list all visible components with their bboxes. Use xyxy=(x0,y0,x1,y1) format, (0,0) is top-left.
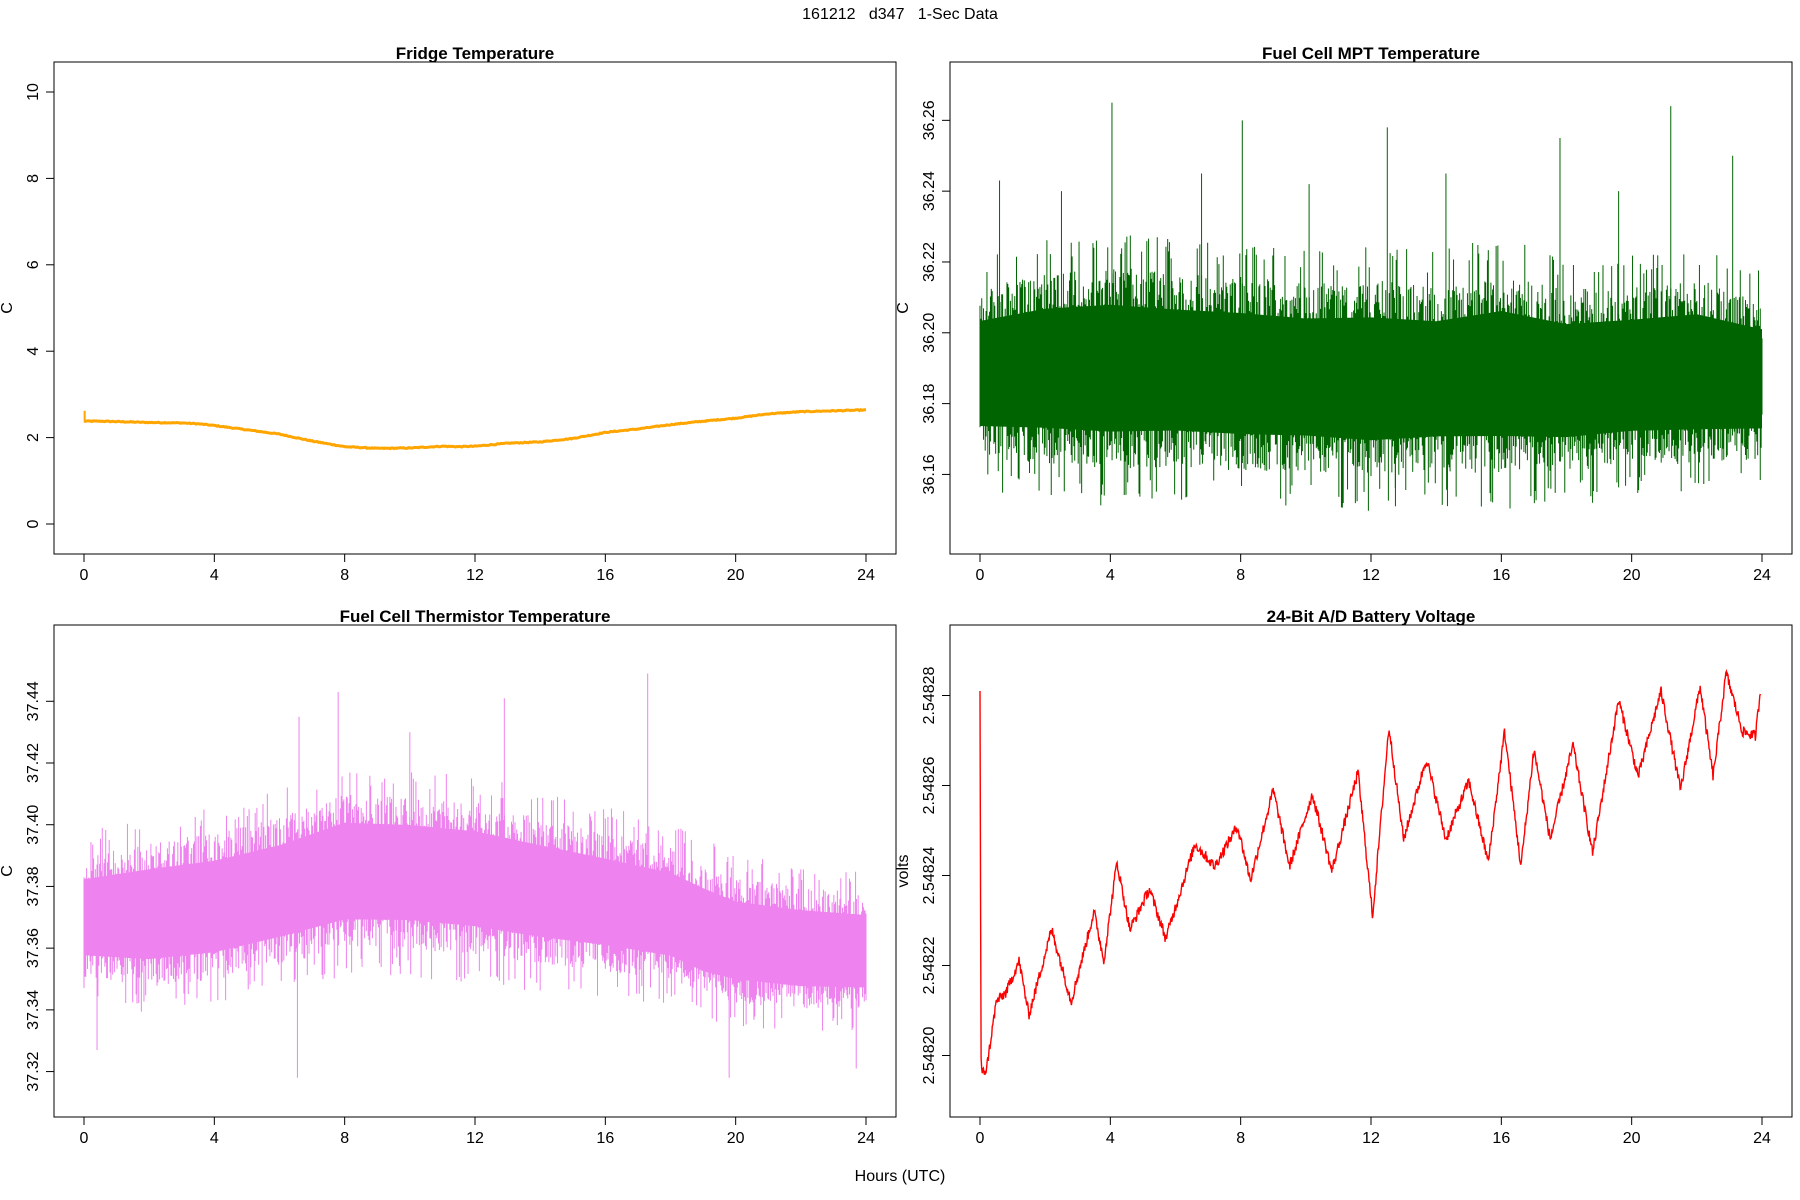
series-line xyxy=(83,407,867,451)
x-tick-label: 20 xyxy=(1623,567,1641,584)
x-tick-label: 20 xyxy=(727,567,745,584)
x-tick-label: 0 xyxy=(976,567,985,584)
y-tick-label: 37.36 xyxy=(25,928,42,968)
x-tick-label: 16 xyxy=(596,567,614,584)
x-tick-label: 20 xyxy=(727,1130,745,1147)
y-tick-label: 36.16 xyxy=(921,454,938,494)
x-tick-label: 12 xyxy=(466,567,484,584)
x-tick-label: 4 xyxy=(1106,567,1115,584)
x-tick-label: 4 xyxy=(210,567,219,584)
y-tick-label: 4 xyxy=(25,347,42,356)
y-tick-label: 2.54828 xyxy=(921,666,938,724)
y-tick-label: 37.40 xyxy=(25,805,42,845)
x-tick-label: 0 xyxy=(976,1130,985,1147)
y-axis-label: C xyxy=(0,302,16,314)
y-tick-label: 10 xyxy=(25,83,42,101)
y-tick-label: 37.44 xyxy=(25,681,42,721)
y-tick-label: 2 xyxy=(25,433,42,442)
chart-panel-2: Fuel Cell MPT Temperature C 0 4 8 12 16 20 24 36.… xyxy=(895,44,1793,584)
y-tick-label: 36.26 xyxy=(921,100,938,140)
y-tick-label: 2.54824 xyxy=(921,846,938,904)
y-tick-label: 36.22 xyxy=(921,242,938,282)
y-tick-label: 36.20 xyxy=(921,313,938,353)
x-tick-label: 8 xyxy=(1236,567,1245,584)
series-line xyxy=(979,668,1762,1076)
y-axis-label: C xyxy=(0,865,16,877)
x-tick-label: 8 xyxy=(340,567,349,584)
chart-title: 24-Bit A/D Battery Voltage xyxy=(1267,607,1476,626)
y-tick-label: 2.54820 xyxy=(921,1026,938,1084)
plot-frame xyxy=(949,624,1793,1118)
x-tick-label: 16 xyxy=(596,1130,614,1147)
y-tick-label: 37.42 xyxy=(25,743,42,783)
x-tick-label: 24 xyxy=(857,1130,875,1147)
x-axis-label: Hours (UTC) xyxy=(854,1168,946,1185)
y-tick-label: 2.54826 xyxy=(921,756,938,814)
x-tick-label: 16 xyxy=(1492,1130,1510,1147)
chart-title: Fuel Cell MPT Temperature xyxy=(1262,44,1480,63)
x-tick-label: 20 xyxy=(1623,1130,1641,1147)
x-tick-label: 4 xyxy=(1106,1130,1115,1147)
y-tick-label: 37.32 xyxy=(25,1051,42,1091)
chart-panel-3: Fuel Cell Thermistor Temperature C 0 4 8 12 16… xyxy=(0,607,897,1147)
x-tick-label: 12 xyxy=(1362,567,1380,584)
y-tick-label: 37.34 xyxy=(25,990,42,1030)
x-tick-label: 8 xyxy=(340,1130,349,1147)
x-tick-label: 0 xyxy=(80,567,89,584)
y-tick-label: 36.24 xyxy=(921,171,938,211)
chart-panel-4: 24-Bit A/D Battery Voltage volts 0 4 8 12 16 20… xyxy=(895,607,1793,1147)
x-tick-label: 4 xyxy=(210,1130,219,1147)
series-core xyxy=(980,304,1762,441)
x-tick-label: 24 xyxy=(1753,567,1771,584)
y-axis-label: C xyxy=(895,302,912,314)
series-core xyxy=(84,822,866,988)
chart-title: Fuel Cell Thermistor Temperature xyxy=(340,607,611,626)
y-tick-label: 8 xyxy=(25,174,42,183)
y-tick-label: 37.38 xyxy=(25,866,42,906)
y-tick-label: 6 xyxy=(25,260,42,269)
y-tick-label: 2.54822 xyxy=(921,936,938,994)
y-axis-label: volts xyxy=(895,855,912,888)
x-tick-label: 0 xyxy=(80,1130,89,1147)
x-tick-label: 16 xyxy=(1492,567,1510,584)
x-tick-label: 24 xyxy=(1753,1130,1771,1147)
chart-title: Fridge Temperature xyxy=(396,44,554,63)
figure-title: 161212 d347 1-Sec Data xyxy=(802,6,998,23)
x-tick-label: 12 xyxy=(1362,1130,1380,1147)
x-tick-label: 12 xyxy=(466,1130,484,1147)
x-tick-label: 24 xyxy=(857,567,875,584)
y-tick-label: 0 xyxy=(25,519,42,528)
x-tick-label: 8 xyxy=(1236,1130,1245,1147)
y-tick-label: 36.18 xyxy=(921,383,938,423)
plot-frame xyxy=(53,61,897,555)
